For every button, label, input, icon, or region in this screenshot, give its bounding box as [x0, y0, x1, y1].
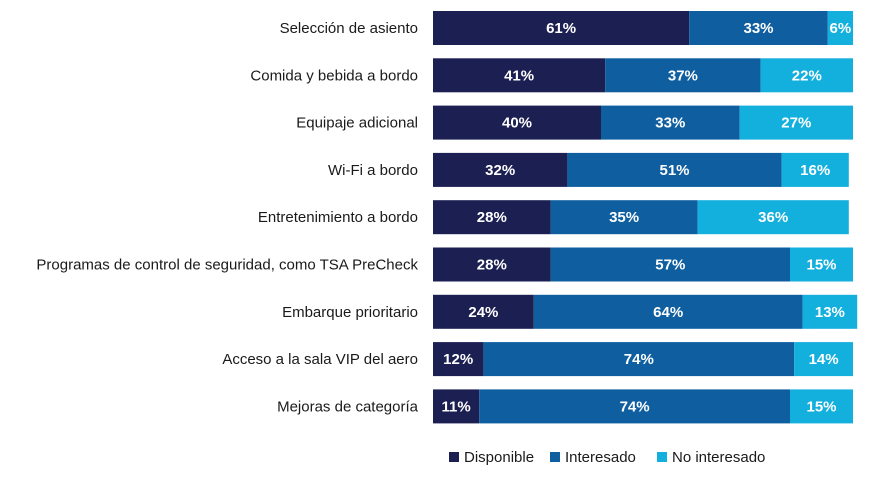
legend-entry: Interesado [565, 449, 636, 466]
bar-segment-interesado [567, 152, 782, 187]
data-label: 41% [504, 67, 534, 84]
bar-segment-disponible [433, 247, 551, 282]
bar-segment-no-interesado [794, 342, 853, 377]
bar-segment-interesado [550, 200, 698, 235]
data-label: 27% [781, 115, 811, 132]
bar-segment-disponible [433, 105, 601, 140]
bar-segment-interesado [483, 342, 795, 377]
category-label: Acceso a la sala VIP del aero [222, 351, 418, 368]
bar-segment-interesado [601, 105, 740, 140]
category-label: Wi-Fi a bordo [328, 162, 418, 179]
bar-segment-no-interesado [760, 58, 853, 93]
bar-segment-disponible [433, 11, 690, 45]
data-label: 16% [800, 162, 830, 179]
legend: Disponible Interesado No interesado [449, 449, 765, 466]
data-label: 74% [620, 398, 650, 415]
bar-segment-interesado [550, 247, 790, 282]
data-label: 61% [546, 20, 576, 37]
data-label: 15% [806, 398, 836, 415]
bar-segment-no-interesado [802, 294, 858, 329]
legend-entry: No interesado [672, 449, 765, 466]
data-label: 33% [655, 115, 685, 132]
bar-segment-disponible [433, 200, 551, 235]
data-label: 32% [485, 162, 515, 179]
bar-segment-no-interesado [827, 11, 853, 45]
data-label: 28% [477, 209, 507, 226]
bar-segment-disponible [433, 294, 534, 329]
category-label: Mejoras de categoría [277, 398, 419, 415]
data-label: 37% [668, 67, 698, 84]
category-label: Selección de asiento [280, 20, 418, 37]
bar-segment-no-interesado [781, 152, 849, 187]
category-label: Entretenimiento a bordo [258, 209, 418, 226]
data-label: 11% [441, 398, 470, 415]
legend-swatch [449, 452, 459, 462]
bar-segment-interesado [689, 11, 828, 45]
data-label: 13% [815, 304, 845, 321]
data-label: 64% [653, 304, 683, 321]
category-labels: Selección de asiento Comida y bebida a bo… [36, 20, 418, 415]
bar-segment-no-interesado [697, 200, 849, 235]
category-label: Embarque prioritario [282, 304, 418, 321]
category-label: Programas de control de seguridad, como … [36, 257, 418, 274]
data-label: 35% [609, 209, 639, 226]
data-label: 12% [443, 351, 473, 368]
bar-segment-no-interesado [739, 105, 853, 140]
legend-swatch [657, 452, 667, 462]
bar-segment-interesado [533, 294, 803, 329]
legend-swatch [550, 452, 560, 462]
legend-entry: Disponible [464, 449, 534, 466]
data-label: 14% [809, 351, 839, 368]
data-label: 74% [624, 351, 654, 368]
data-label: 36% [758, 209, 788, 226]
data-label: 33% [743, 20, 773, 37]
bar-segment-interesado [479, 389, 790, 424]
bars: 61% 33% 6% 41% 37% 22% 40% 33% 27% 32% 51% 16% 28% 35… [433, 11, 858, 424]
category-label: Equipaje adicional [296, 115, 418, 132]
data-label: 22% [792, 67, 822, 84]
bar-segment-disponible [433, 152, 568, 187]
data-label: 51% [659, 162, 689, 179]
bar-segment-no-interesado [790, 247, 853, 282]
bar-segment-disponible [433, 342, 484, 377]
bar-segment-disponible [433, 58, 606, 93]
bar-segment-disponible [433, 389, 480, 424]
category-label: Comida y bebida a bordo [250, 67, 418, 84]
data-label: 15% [806, 257, 836, 274]
data-label: 40% [502, 115, 532, 132]
bar-segment-interesado [605, 58, 761, 93]
data-label: 57% [655, 257, 685, 274]
data-label: 28% [477, 257, 507, 274]
data-label: 24% [468, 304, 498, 321]
data-label: 6% [830, 20, 852, 37]
bar-segment-no-interesado [790, 389, 853, 424]
